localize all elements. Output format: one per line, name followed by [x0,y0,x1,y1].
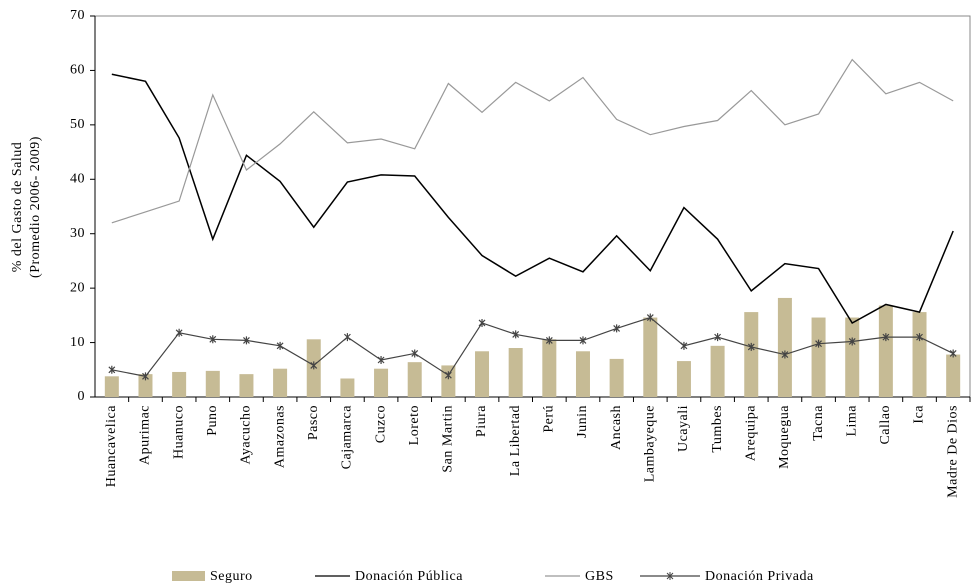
bar [811,317,826,397]
marker [175,328,183,337]
bar [273,368,288,397]
bar [205,370,220,397]
x-tick-label: Tumbes [710,405,725,453]
marker [714,333,722,342]
bar [777,297,792,397]
x-tick-label: Huanuco [171,405,186,459]
y-axis-label: % del Gasto de Salud [10,142,25,273]
x-tick-label: Cajamarca [340,405,355,470]
bar [104,376,119,397]
y-tick-label: 70 [70,8,85,23]
bar [475,351,490,397]
marker [579,336,587,345]
y-tick-label: 0 [78,389,86,404]
bar [542,339,557,397]
marker [848,337,856,346]
x-tick-label: Puno [205,405,220,436]
marker [747,342,755,351]
marker [949,349,957,358]
bar [441,365,456,397]
y-tick-label: 20 [70,280,85,295]
x-tick-label: Lambayeque [643,405,658,482]
x-tick-label: Junin [575,405,590,438]
marker [377,355,385,364]
marker [243,336,250,345]
marker [108,365,116,374]
x-tick-label: Madre De Dios [945,405,960,498]
x-tick-label: Piura [474,405,489,437]
marker [916,333,923,342]
y-tick-label: 50 [70,117,85,132]
marker [646,313,654,322]
bar [508,348,523,397]
x-tick-label: Callao [878,405,893,445]
bar [407,362,422,397]
bar [172,371,187,397]
bar [340,378,355,397]
legend-label: Donación Pública [355,569,463,584]
x-tick-label: Loreto [407,405,422,445]
marker [310,361,318,370]
marker [781,350,789,359]
y-axis-label: (Promedio 2006- 2009) [28,136,43,278]
x-tick-label: Ica [912,405,927,424]
marker [680,341,688,350]
x-tick-label: Amazonas [272,405,287,468]
marker [613,324,621,333]
line [111,73,954,324]
bar [239,374,254,397]
legend-label: Seguro [210,569,253,584]
marker [815,339,822,348]
x-tick-label: Huancavelica [104,405,119,487]
marker [142,372,149,381]
x-tick-label: Arequipa [743,405,758,461]
x-tick-label: San Martin [441,405,456,473]
x-tick-label: Apurimac [138,405,153,465]
bar [912,312,927,397]
legend-label: Donación Privada [705,569,814,584]
bar [609,358,624,397]
bar [643,317,658,397]
line [111,58,954,224]
marker [512,330,520,339]
marker [276,341,284,350]
bar [946,354,961,397]
x-tick-label: Ancash [609,405,624,450]
x-tick-label: Ucayali [676,405,691,452]
x-tick-label: Moquegua [777,405,792,469]
bar [676,361,691,397]
legend-label: GBS [585,569,614,584]
y-tick-label: 60 [70,63,85,78]
bar [878,305,893,397]
bar [710,345,725,397]
bar [575,351,590,397]
bar [845,317,860,397]
marker [343,333,351,342]
x-tick-label: Cuzco [373,405,388,443]
marker [882,333,890,342]
bar [374,368,389,397]
bar [138,374,153,397]
marker [545,336,553,345]
marker [478,318,486,327]
y-tick-label: 10 [70,335,85,350]
legend-swatch [172,571,205,581]
marker [444,371,452,380]
marker [411,349,419,358]
x-tick-label: Perú [542,405,557,433]
x-tick-label: Lima [844,405,859,437]
y-tick-label: 30 [70,226,85,241]
marker [209,335,217,344]
x-tick-label: Tacna [811,405,826,441]
y-tick-label: 40 [70,172,85,187]
x-tick-label: La Libertad [508,405,523,476]
legend-marker [666,572,674,580]
line [111,316,954,377]
x-tick-label: Pasco [306,405,321,440]
x-tick-label: Ayacucho [239,405,254,464]
bar [744,312,759,397]
